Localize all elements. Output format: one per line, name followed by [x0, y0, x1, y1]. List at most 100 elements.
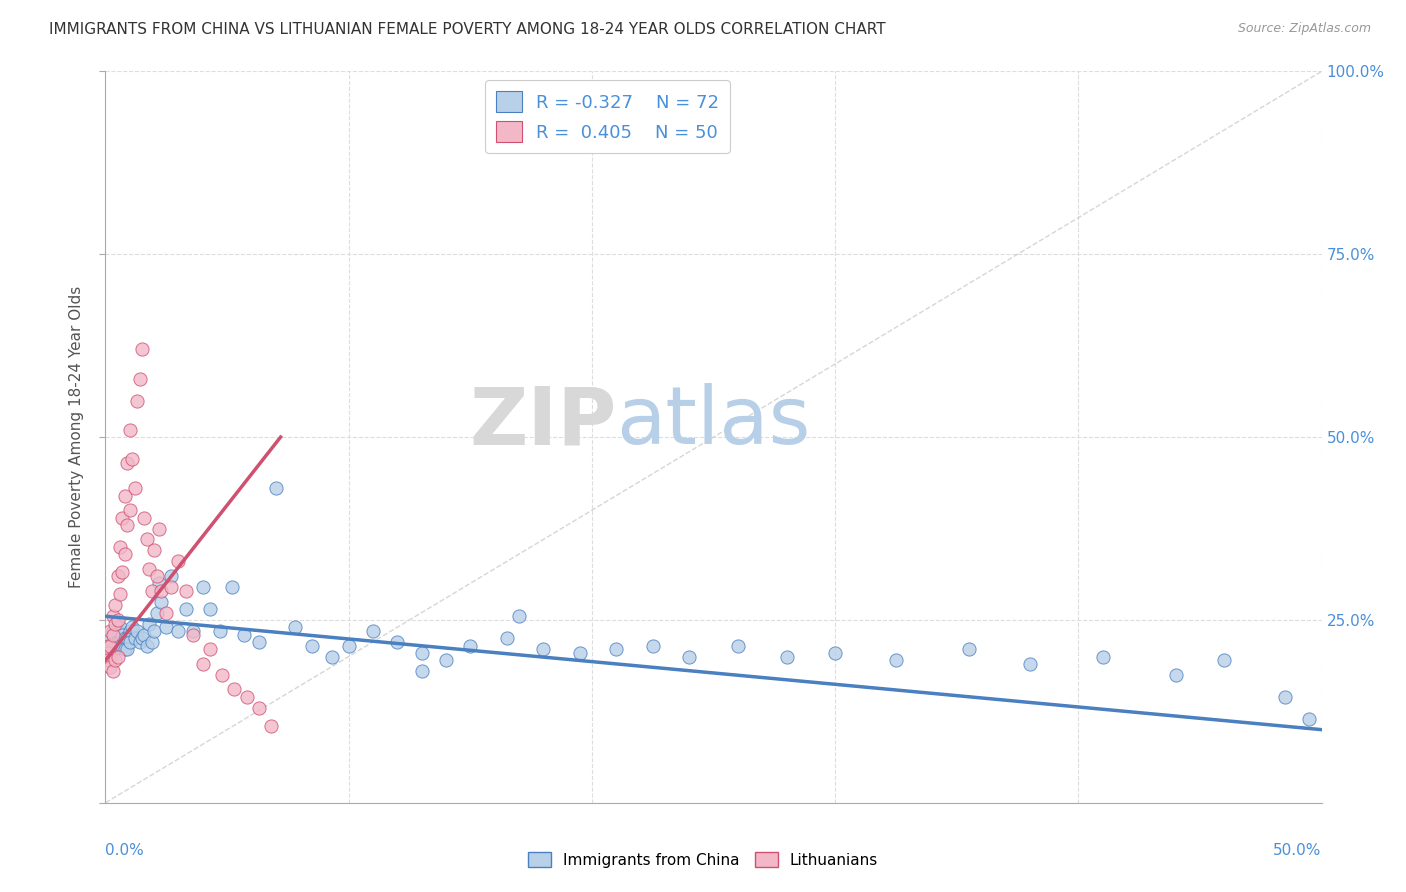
Point: [1018, 657, 1040, 671]
Point: [145, 606, 167, 620]
Point: [727, 639, 749, 653]
Point: [361, 624, 384, 638]
Point: [104, 653, 127, 667]
Point: [174, 602, 197, 616]
Point: [128, 371, 150, 385]
Point: [97, 653, 120, 667]
Legend: Immigrants from China, Lithuanians: Immigrants from China, Lithuanians: [522, 846, 884, 873]
Point: [114, 547, 136, 561]
Point: [125, 393, 148, 408]
Point: [1298, 712, 1320, 726]
Point: [605, 642, 627, 657]
Point: [108, 587, 131, 601]
Point: [118, 503, 141, 517]
Point: [211, 667, 233, 681]
Point: [495, 632, 517, 646]
Point: [114, 632, 136, 646]
Point: [160, 580, 183, 594]
Point: [117, 456, 139, 470]
Point: [337, 639, 360, 653]
Point: [641, 639, 664, 653]
Legend: R = -0.327    N = 72, R =  0.405    N = 50: R = -0.327 N = 72, R = 0.405 N = 50: [485, 80, 730, 153]
Point: [104, 616, 127, 631]
Point: [101, 664, 124, 678]
Point: [124, 481, 146, 495]
Point: [111, 566, 134, 580]
Point: [104, 599, 127, 613]
Point: [134, 510, 156, 524]
Point: [138, 562, 160, 576]
Point: [678, 649, 700, 664]
Point: [148, 576, 170, 591]
Point: [411, 664, 433, 678]
Point: [111, 510, 134, 524]
Point: [508, 609, 530, 624]
Point: [107, 649, 129, 664]
Point: [321, 649, 343, 664]
Point: [101, 627, 124, 641]
Point: [181, 627, 204, 641]
Point: [97, 639, 120, 653]
Point: [148, 521, 170, 535]
Y-axis label: Female Poverty Among 18-24 Year Olds: Female Poverty Among 18-24 Year Olds: [69, 286, 84, 588]
Point: [150, 583, 173, 598]
Point: [775, 649, 797, 664]
Point: [114, 489, 136, 503]
Point: [1213, 653, 1236, 667]
Point: [138, 616, 160, 631]
Point: [135, 533, 157, 547]
Point: [824, 646, 846, 660]
Point: [118, 624, 141, 638]
Text: IMMIGRANTS FROM CHINA VS LITHUANIAN FEMALE POVERTY AMONG 18-24 YEAR OLDS CORRELA: IMMIGRANTS FROM CHINA VS LITHUANIAN FEMA…: [49, 22, 886, 37]
Point: [155, 606, 177, 620]
Point: [208, 624, 231, 638]
Point: [247, 700, 270, 714]
Text: atlas: atlas: [616, 384, 811, 461]
Point: [160, 569, 183, 583]
Point: [117, 642, 139, 657]
Point: [111, 627, 134, 641]
Point: [198, 602, 221, 616]
Point: [167, 554, 190, 568]
Point: [143, 543, 166, 558]
Point: [1274, 690, 1296, 704]
Point: [247, 635, 270, 649]
Point: [118, 635, 141, 649]
Point: [97, 646, 120, 660]
Point: [124, 632, 146, 646]
Point: [128, 635, 150, 649]
Point: [1091, 649, 1114, 664]
Point: [150, 594, 173, 608]
Point: [121, 620, 143, 634]
Point: [118, 423, 141, 437]
Point: [387, 635, 409, 649]
Point: [411, 646, 433, 660]
Point: [98, 660, 121, 674]
Point: [264, 481, 287, 495]
Point: [114, 642, 136, 657]
Point: [134, 627, 156, 641]
Point: [107, 635, 129, 649]
Point: [174, 583, 197, 598]
Point: [141, 635, 163, 649]
Point: [108, 620, 131, 634]
Point: [101, 609, 124, 624]
Point: [125, 624, 148, 638]
Point: [145, 569, 167, 583]
Point: [104, 627, 127, 641]
Point: [884, 653, 907, 667]
Point: [107, 613, 129, 627]
Point: [107, 624, 129, 638]
Point: [104, 642, 127, 657]
Point: [181, 624, 204, 638]
Point: [135, 639, 157, 653]
Point: [97, 639, 120, 653]
Point: [235, 690, 257, 704]
Point: [143, 624, 166, 638]
Point: [233, 627, 256, 641]
Point: [121, 452, 143, 467]
Point: [260, 719, 283, 733]
Text: Source: ZipAtlas.com: Source: ZipAtlas.com: [1237, 22, 1371, 36]
Point: [117, 632, 139, 646]
Point: [98, 624, 121, 638]
